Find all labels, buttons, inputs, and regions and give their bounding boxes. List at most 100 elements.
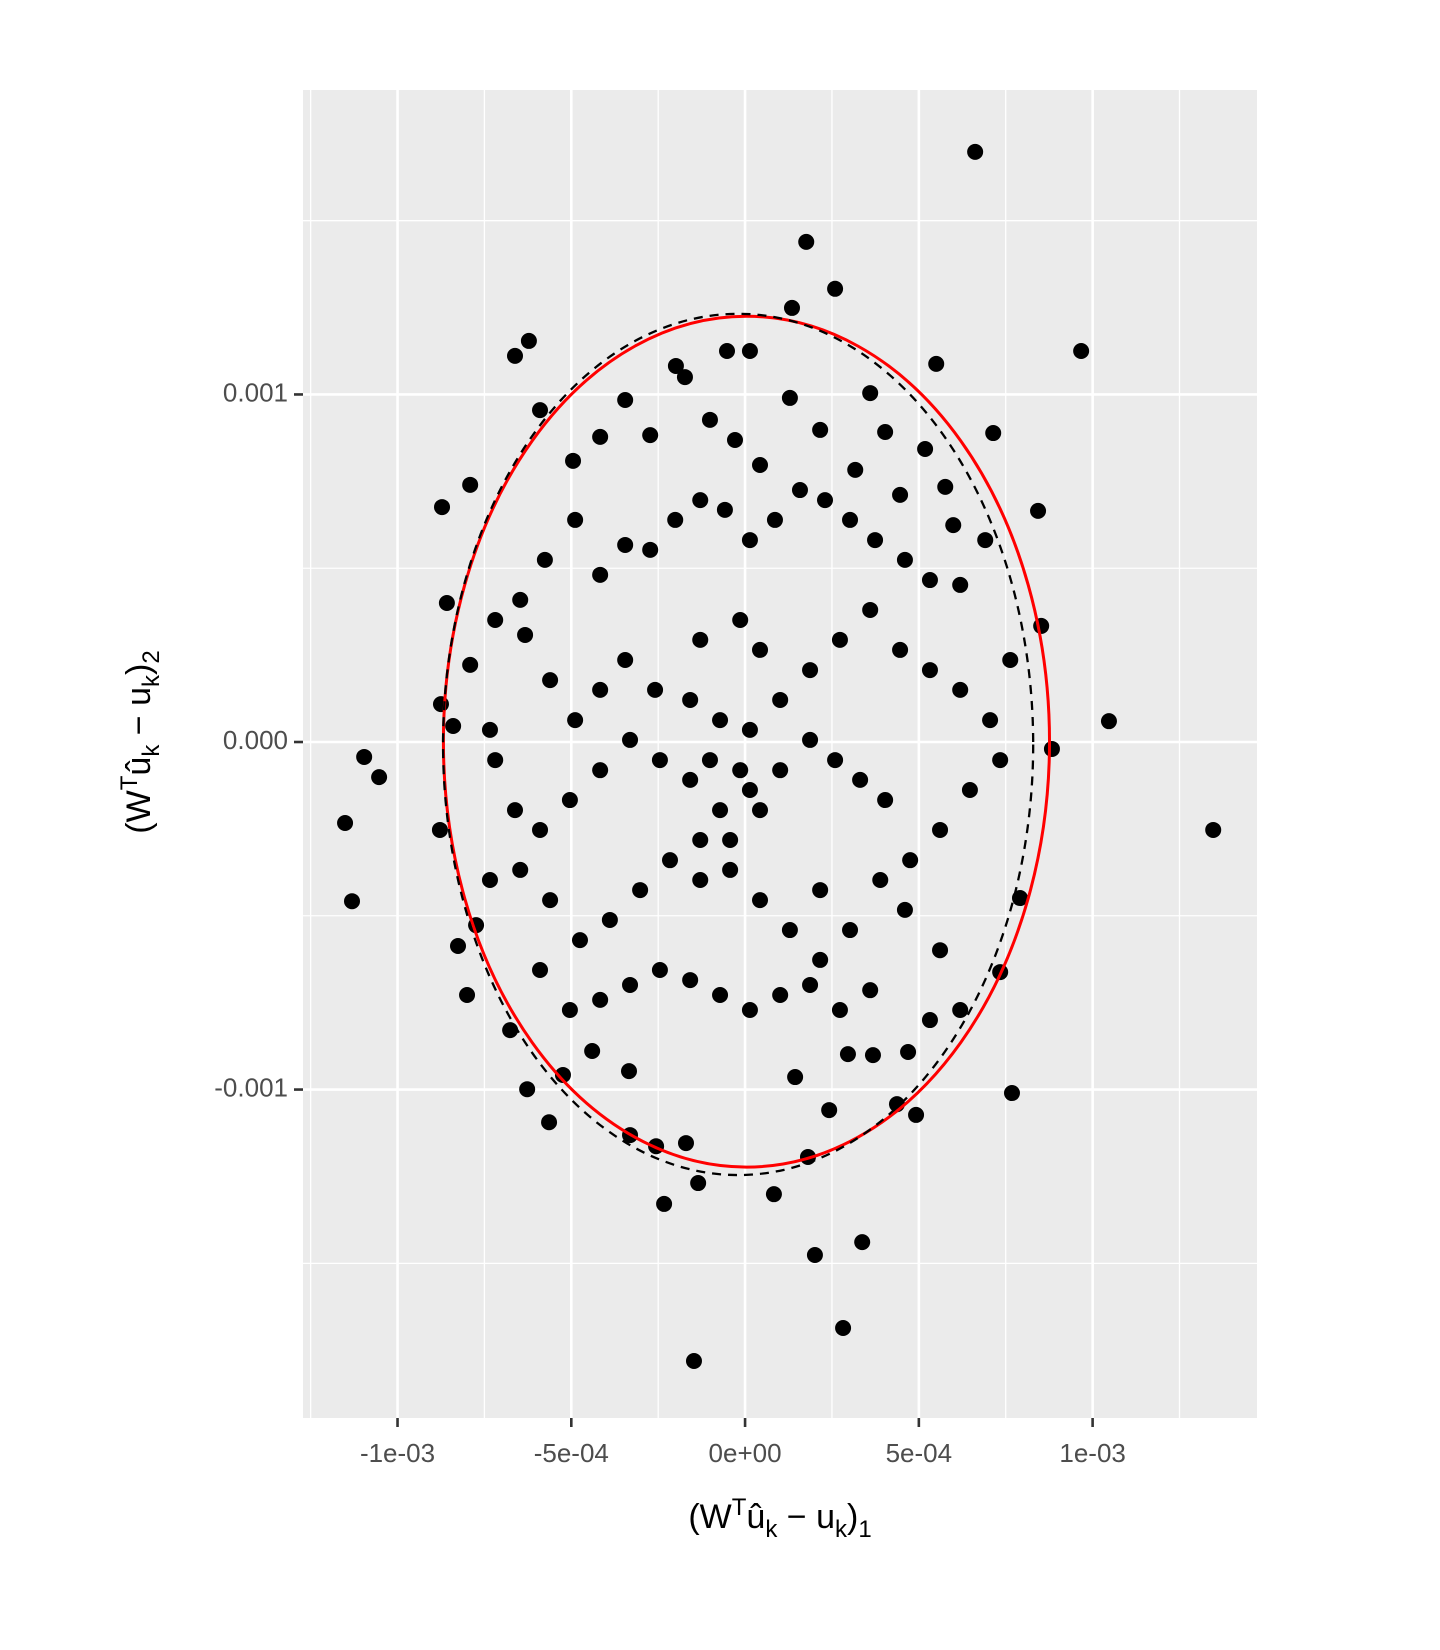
point	[900, 1044, 917, 1061]
axis-title-part: û	[746, 1498, 765, 1536]
axis-title-part: (W	[688, 1498, 731, 1536]
point	[952, 576, 969, 593]
point	[542, 672, 559, 689]
point	[806, 1246, 823, 1263]
point	[798, 233, 815, 250]
point	[961, 781, 978, 798]
point	[967, 143, 984, 160]
point	[542, 892, 559, 909]
point	[741, 781, 758, 798]
point	[685, 1353, 702, 1370]
point	[642, 541, 659, 558]
point	[344, 893, 361, 910]
point	[917, 441, 934, 458]
point	[722, 861, 739, 878]
point	[651, 752, 668, 769]
point	[772, 987, 789, 1004]
point	[842, 511, 859, 528]
point	[952, 1001, 969, 1018]
x-tick-label: 1e-03	[1059, 1438, 1126, 1468]
axis-title-part: û	[120, 757, 158, 776]
point	[802, 731, 819, 748]
point	[722, 832, 739, 849]
point	[567, 511, 584, 528]
point	[507, 347, 523, 364]
point	[487, 752, 504, 769]
point	[712, 712, 729, 729]
point	[536, 551, 553, 568]
point	[772, 762, 789, 779]
point	[571, 932, 588, 949]
plot-marks	[337, 143, 1222, 1370]
y-tick-label: 0.000	[223, 725, 288, 755]
point	[862, 982, 879, 999]
point	[584, 1042, 601, 1059]
point	[554, 1066, 571, 1083]
axis-title-part: − u	[120, 687, 158, 745]
point	[781, 389, 798, 406]
y-axis-title: (WTûk − uk)2	[116, 650, 165, 833]
point	[802, 976, 819, 993]
point	[835, 1319, 852, 1336]
point	[781, 922, 798, 939]
point	[1100, 713, 1117, 730]
point	[831, 631, 848, 648]
point	[682, 771, 699, 788]
point	[567, 712, 584, 729]
point	[647, 681, 664, 698]
point	[682, 691, 699, 708]
point	[617, 536, 634, 553]
point	[985, 425, 1002, 442]
point	[867, 532, 884, 549]
point	[701, 411, 718, 428]
point	[1073, 343, 1090, 360]
point	[783, 299, 800, 316]
point	[752, 457, 769, 474]
point	[692, 631, 709, 648]
point	[667, 511, 684, 528]
point	[802, 662, 819, 679]
point	[519, 1081, 536, 1098]
point	[982, 712, 999, 729]
point	[877, 792, 894, 809]
point	[512, 861, 529, 878]
point	[812, 882, 829, 899]
point	[787, 1069, 804, 1086]
point	[712, 802, 729, 819]
point	[827, 752, 844, 769]
point	[812, 951, 829, 968]
point	[752, 641, 769, 658]
point	[896, 901, 913, 918]
point	[791, 482, 808, 499]
axis-title-part: )	[120, 664, 158, 675]
point	[561, 1001, 578, 1018]
point	[821, 1102, 838, 1119]
point	[601, 911, 618, 928]
point	[1002, 651, 1019, 668]
point	[622, 731, 639, 748]
point	[1205, 821, 1222, 838]
point	[732, 612, 749, 629]
point	[592, 681, 609, 698]
point	[656, 1195, 673, 1212]
point	[908, 1106, 925, 1123]
point	[541, 1114, 558, 1131]
point	[462, 476, 479, 493]
point	[952, 681, 969, 698]
x-tick-label: -5e-04	[534, 1438, 609, 1468]
point	[692, 492, 709, 509]
point	[617, 392, 634, 409]
point	[450, 938, 467, 955]
point	[977, 532, 994, 549]
point	[921, 662, 938, 679]
point	[642, 427, 659, 444]
point	[651, 962, 668, 979]
point	[502, 1022, 519, 1039]
point	[622, 976, 639, 993]
point	[517, 626, 534, 643]
point	[532, 821, 549, 838]
point	[766, 511, 783, 528]
point	[592, 566, 609, 583]
x-axis-title: (WTûk − uk)1	[688, 1494, 871, 1543]
point	[565, 452, 582, 469]
